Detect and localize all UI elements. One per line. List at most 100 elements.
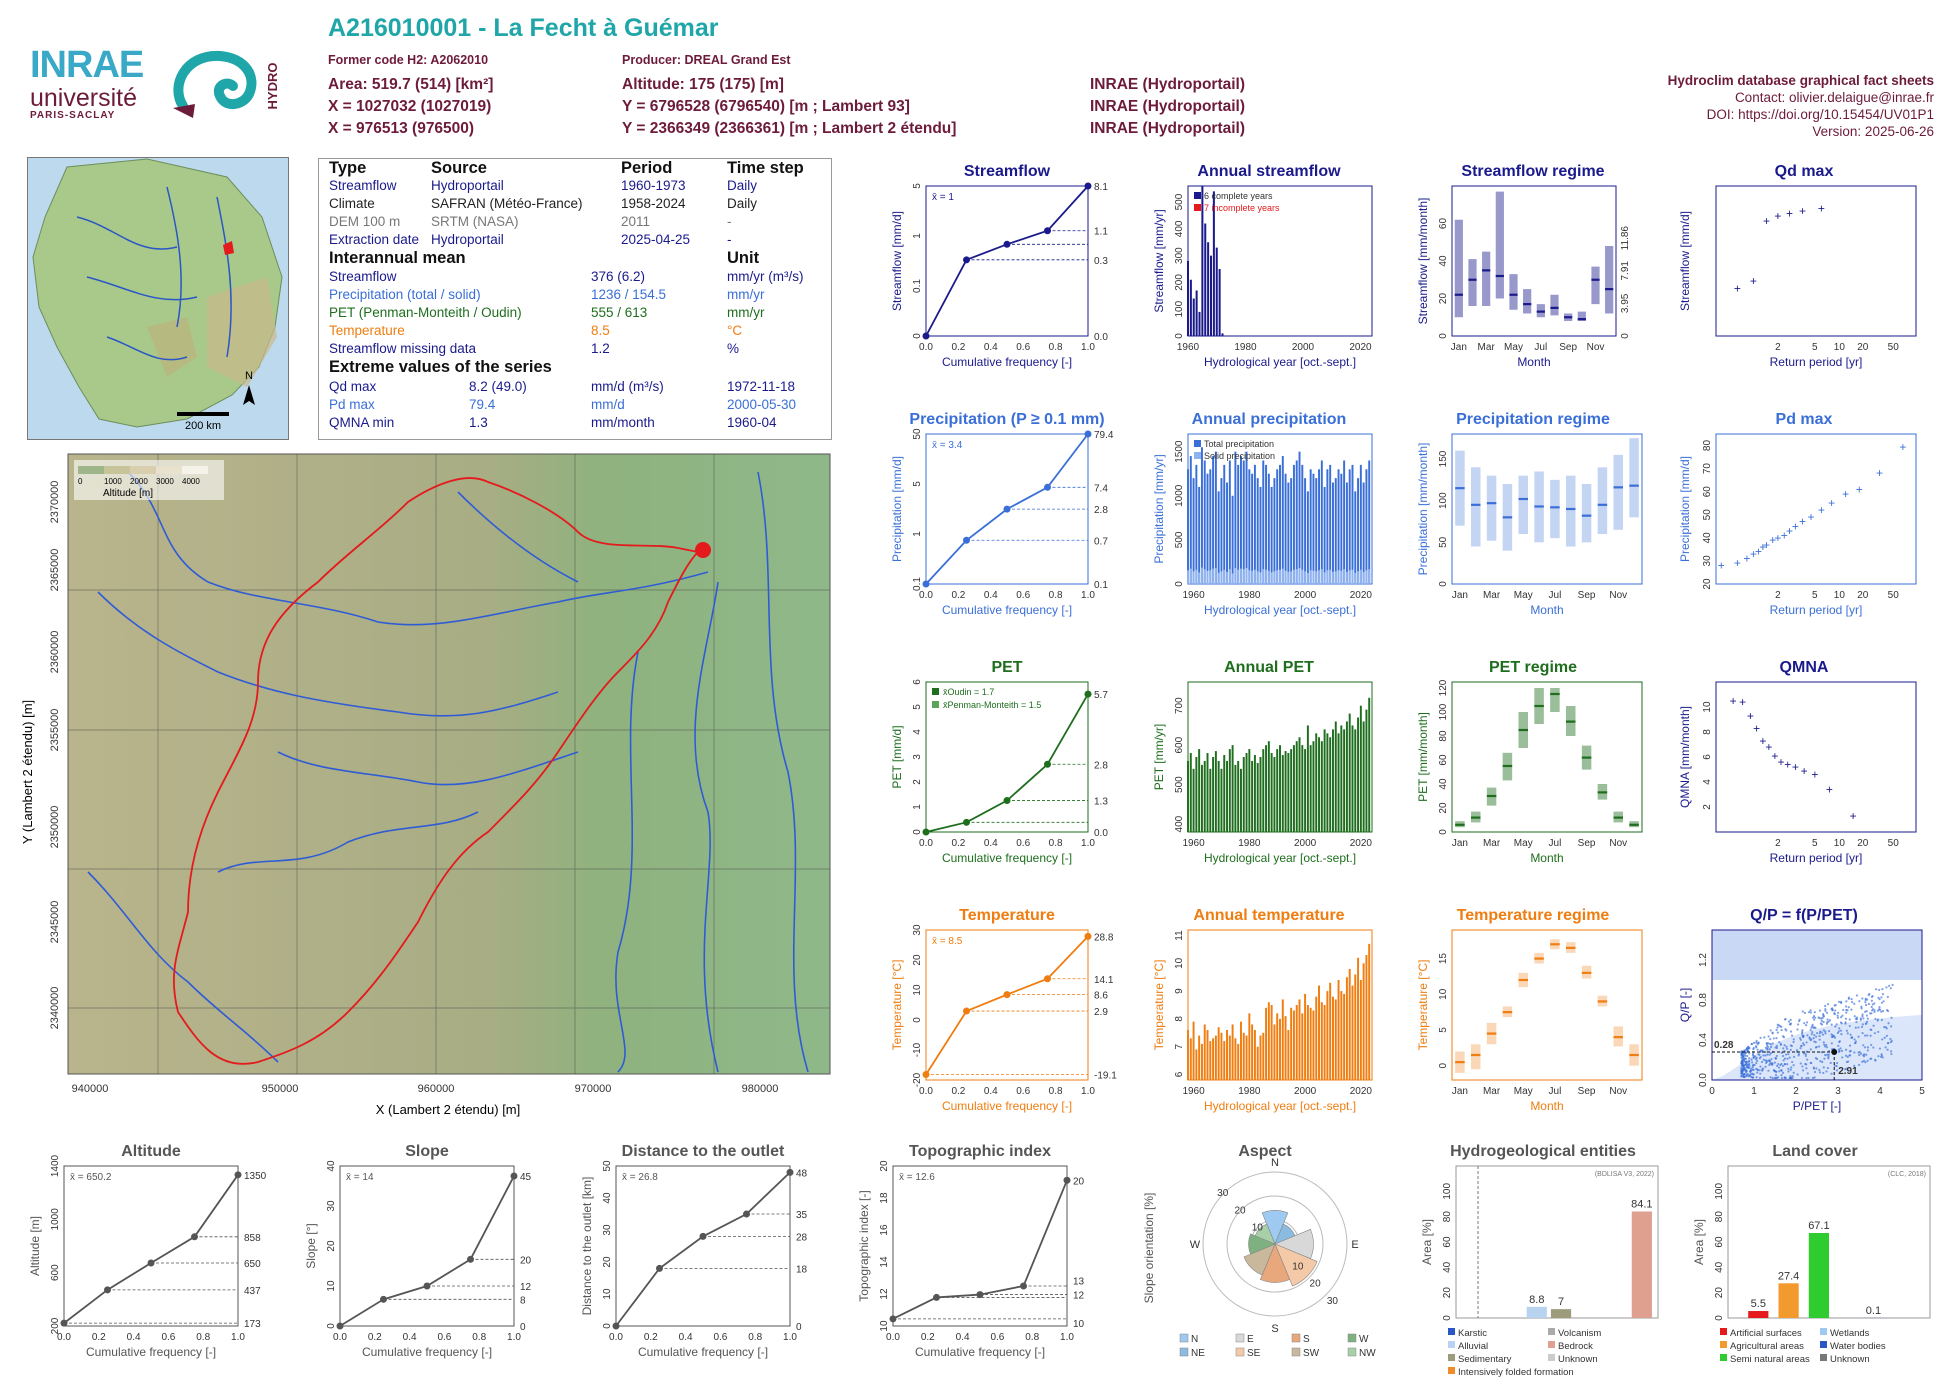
annual-bar [1320,741,1323,832]
x-tick-label: Nov [1609,838,1627,849]
daily-point [1867,1002,1870,1006]
version: Version: 2025-06-26 [1812,124,1934,139]
annual-bar [1220,1032,1223,1080]
source-2: INRAE (Hydroportail) [1090,98,1245,115]
x-tick-label: 0.0 [886,1332,900,1343]
annual-bar [1189,279,1192,336]
daily-point [1812,1037,1815,1040]
return-period-point: + [1747,709,1754,723]
daily-point [1804,1062,1807,1066]
daily-point [1861,1032,1864,1035]
solid-precip-bar [1203,569,1206,584]
annual-bar [1256,478,1259,584]
daily-point [1824,1032,1827,1035]
solid-precip-bar [1334,571,1337,584]
x-tick-label: 2 [1793,1086,1799,1097]
page-title: A216010001 - La Fecht à Guémar [328,14,719,42]
y-tick-label: 0 [1438,829,1449,835]
annual-bar [1334,721,1337,832]
annual-bar [1242,757,1245,832]
daily-point [1740,1072,1743,1075]
annual-bar [1265,745,1268,832]
y-tick-label: 30 [602,1224,613,1236]
annual-bar [1284,473,1287,584]
daily-point [1824,1007,1827,1011]
annual-bar [1345,482,1348,584]
daily-point [1812,1014,1816,1018]
x-tick-label: 1.0 [507,1332,521,1343]
y-tick-label: 5 [912,481,923,487]
annual-bar [1259,757,1262,832]
right-tick-label: 1.1 [1094,227,1108,238]
return-period-point: + [1786,207,1793,221]
daily-point [1802,1035,1805,1038]
x-tick-label: 0.4 [403,1332,417,1343]
y-axis-label: Streamflow [mm/d] [1678,211,1692,311]
daily-point [1858,1000,1861,1003]
legend-swatch [1291,1333,1301,1343]
svg-text:0: 0 [78,477,83,486]
daily-point [1864,1010,1867,1013]
y-lambert93: Y = 6796528 (6796540) [m ; Lambert 93] [622,98,910,115]
annual-bar [1337,469,1340,584]
x-axis-label: Cumulative frequency [-] [915,1345,1045,1359]
legend-swatch [1235,1333,1245,1343]
x-tick-label: Nov [1609,1086,1627,1097]
daily-point [1865,1014,1868,1017]
solid-precip-bar [1217,572,1220,584]
annual-bar [1242,1032,1245,1080]
pet-regime-chart: PET regime Month PET [mm/month] Jan Mar May Ju… [1416,659,1643,865]
return-period-point: + [1759,734,1766,748]
svg-text:1000: 1000 [104,477,122,486]
mean-label: x̄ = 26.8 [622,1172,658,1183]
daily-point [1853,1038,1856,1041]
daily-point [1740,1050,1743,1053]
annual-bar [1329,982,1332,1080]
y-tick-label: 1 [912,233,923,239]
basin-map[interactable]: 0 1000 2000 3000 4000 Altitude [m] 94000… [18,452,832,1124]
pd-max-chart: Pd max Return period [yr] Precipitation [m… [1678,411,1917,617]
solid-precip-bar [1365,570,1368,584]
daily-point [1747,1075,1751,1078]
annual-bar [1192,478,1195,584]
y-tick-label: 7 [1174,1043,1185,1049]
x-tick-label: 0.8 [1025,1332,1039,1343]
daily-point [1748,1052,1751,1055]
annual-bar [1251,760,1254,832]
daily-point [1740,1066,1743,1069]
daily-point [1767,1035,1770,1038]
daily-point [1771,1031,1774,1034]
daily-point [1864,1022,1868,1025]
annual-bar [1279,1018,1281,1080]
contact[interactable]: Contact: olivier.delaigue@inrae.fr [1734,90,1934,105]
daily-point [1833,1064,1837,1067]
annual-bar [1320,1002,1323,1080]
daily-point [1878,1006,1881,1009]
x-tick-label: 20 [1857,838,1869,849]
annual-bar [1209,255,1213,336]
doi[interactable]: DOI: https://doi.org/10.15454/UV01P1 [1706,107,1934,122]
daily-point [1758,1057,1761,1060]
regime-range [1486,475,1497,541]
map-frame [67,453,831,1075]
daily-point [1889,987,1892,990]
daily-point [1748,1057,1751,1060]
x-tick-label: 0.6 [161,1332,175,1343]
header-right: Hydroclim database graphical fact sheets… [1668,72,1934,140]
y-tick-label: 0 [912,333,923,339]
daily-point [1859,1052,1863,1055]
y-tick-label: 1500 [1174,440,1185,463]
scale-label: 200 km [185,420,221,432]
right-tick-label: 0 [1620,333,1631,339]
annual-bar [1204,223,1207,336]
daily-point [1890,1025,1893,1028]
daily-point [1871,1008,1875,1011]
x-tick-label: 1980 [1238,590,1261,601]
mean-value: 376 (6.2) [591,269,646,284]
daily-point [1741,1055,1744,1059]
svg-text:2340000: 2340000 [49,987,61,1030]
y-tick-label: 500 [1174,776,1185,793]
legend-label: NW [1359,1348,1376,1359]
right-tick-label: 0.0 [1094,828,1108,839]
daily-point [1763,1076,1766,1080]
